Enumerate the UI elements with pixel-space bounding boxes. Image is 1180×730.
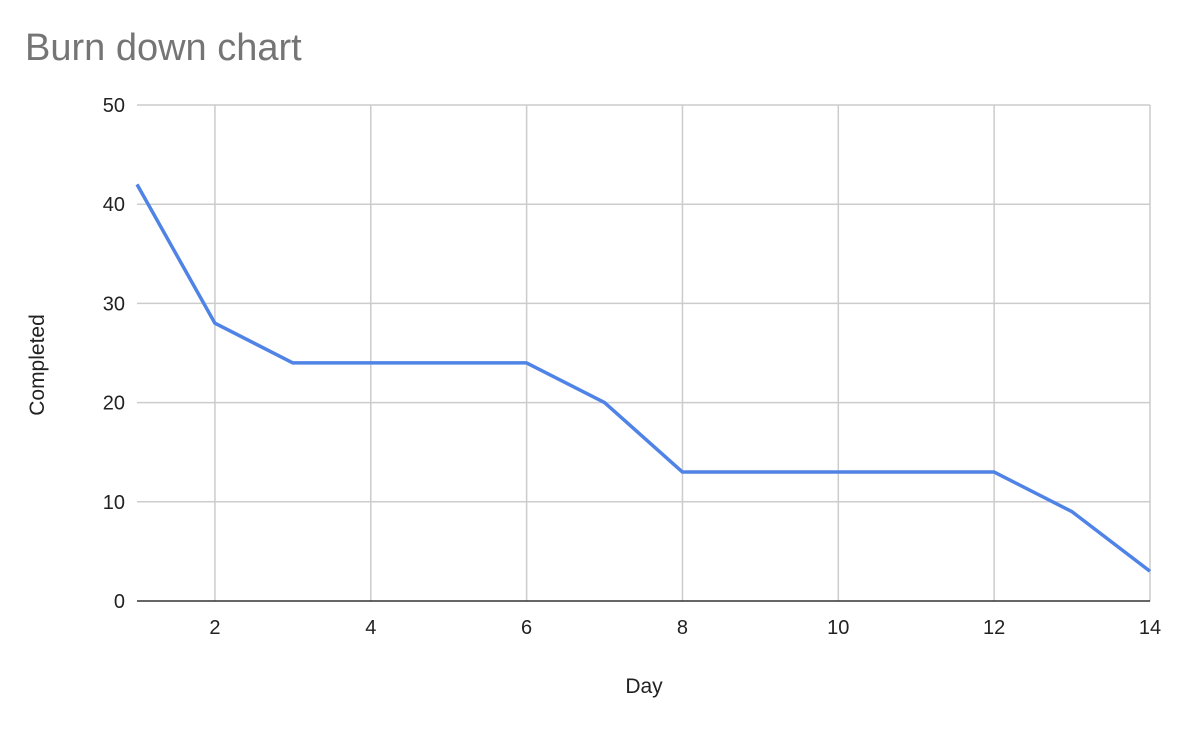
y-tick-label: 40	[103, 194, 125, 216]
y-tick-label: 30	[103, 293, 125, 315]
x-axis-ticks: 2 4 6 8 10 12 14	[209, 617, 1161, 639]
y-axis-title: Completed	[26, 314, 49, 416]
x-tick-label: 10	[827, 617, 849, 639]
y-tick-label: 50	[103, 95, 125, 117]
x-axis-title: Day	[625, 675, 663, 698]
y-tick-label: 10	[103, 492, 125, 514]
x-tick-label: 4	[365, 617, 376, 639]
y-tick-label: 0	[114, 591, 125, 613]
series-layer	[135, 183, 1152, 573]
chart-title: Burn down chart	[25, 27, 302, 69]
x-tick-label: 14	[1139, 617, 1161, 639]
x-tick-label: 12	[983, 617, 1005, 639]
grid	[137, 104, 1151, 601]
y-axis-ticks: 0 10 20 30 40 50	[103, 95, 125, 613]
y-tick-label: 20	[103, 393, 125, 415]
x-tick-label: 2	[209, 617, 220, 639]
x-tick-label: 8	[677, 617, 688, 639]
x-tick-label: 6	[521, 617, 532, 639]
series-line	[135, 183, 1152, 573]
